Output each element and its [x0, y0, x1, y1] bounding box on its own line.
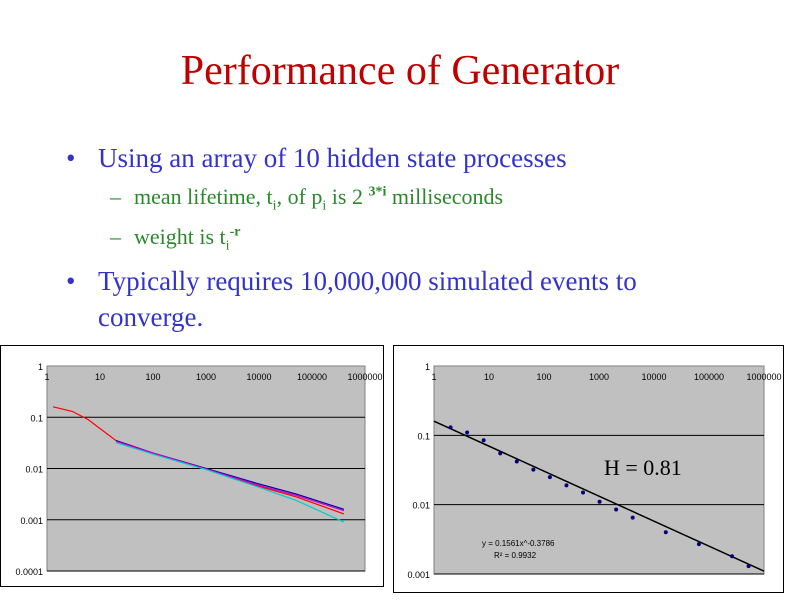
x-tick-label: 1000 [589, 372, 609, 382]
exponent: -r [229, 224, 241, 240]
trendline [433, 420, 765, 572]
data-point [597, 499, 602, 504]
subscript: i [272, 198, 277, 214]
x-tick-label: 1000000 [347, 372, 382, 382]
x-tick-label: 10000 [641, 372, 666, 382]
y-tick-label: 0.01 [412, 501, 430, 511]
x-tick-label: 100 [145, 372, 160, 382]
data-point [614, 507, 619, 512]
exponent: 3*i [368, 184, 387, 200]
data-point [448, 425, 453, 430]
line-chart-svg: 1 0.1 0.01 0.001 0.0001 1 10 100 1000 10000 100000… [15, 362, 382, 577]
y-tick-label: 1 [38, 362, 43, 372]
data-point [547, 475, 552, 480]
data-point [730, 554, 735, 559]
y-tick-label: 0.1 [30, 413, 43, 423]
subscript: i [225, 238, 230, 254]
data-point [630, 515, 635, 520]
bullet-text: Using an array of 10 hidden state proces… [98, 143, 567, 173]
subscript: i [322, 198, 327, 214]
data-point [465, 430, 470, 435]
subbullet-mean-lifetime: – mean lifetime, ti, of pi is 2 3*i milli… [110, 184, 503, 214]
bullet-text-continued: converge. [98, 302, 204, 332]
bullet-marker: • [66, 266, 76, 296]
data-point [514, 459, 519, 464]
data-point [581, 490, 586, 495]
bullet-hidden-states: • Using an array of 10 hidden state proce… [66, 140, 567, 176]
subbullet-dash: – [110, 224, 121, 249]
subbullet-text: milliseconds [386, 184, 504, 209]
subbullet-weight: – weight is ti-r [110, 224, 240, 254]
x-tick-label: 100000 [297, 372, 327, 382]
subbullet-text: is 2 [326, 184, 369, 209]
loglog-scatter-chart: 1 0.1 0.01 0.001 1 10 100 1000 10000 100000 100000… [393, 345, 784, 593]
slide-title: Performance of Generator [180, 48, 620, 94]
y-tick-label: 0.0001 [15, 567, 43, 577]
bullet-marker: • [66, 143, 76, 173]
bullet-text: Typically requires 10,000,000 simulated … [98, 266, 637, 296]
x-tick-label: 1000 [196, 372, 216, 382]
hurst-annotation: H = 0.81 [604, 455, 682, 480]
trend-r-squared: R² = 0.9932 [494, 551, 537, 560]
y-tick-label: 0.1 [417, 431, 430, 441]
data-point [498, 451, 503, 456]
subbullet-dash: – [110, 184, 121, 209]
data-point [481, 438, 486, 443]
x-tick-label: 100 [536, 372, 551, 382]
y-tick-label: 0.001 [407, 570, 430, 580]
x-tick-label: 10000 [246, 372, 271, 382]
y-tick-label: 0.001 [20, 516, 43, 526]
data-point [663, 530, 668, 535]
data-point [531, 467, 536, 472]
subbullet-text: , of p [276, 184, 323, 209]
subbullet-text: mean lifetime, t [134, 184, 273, 209]
subbullet-text: weight is t [134, 224, 226, 249]
data-point [746, 564, 751, 569]
y-tick-label: 0.01 [25, 465, 43, 475]
x-tick-label: 1 [44, 372, 49, 382]
bullet-events: • Typically requires 10,000,000 simulated… [66, 263, 766, 335]
x-tick-label: 1 [431, 372, 436, 382]
scatter-chart-svg: 1 0.1 0.01 0.001 1 10 100 1000 10000 100000 100000… [407, 362, 781, 580]
x-tick-label: 100000 [694, 372, 724, 382]
convergence-line-chart: 1 0.1 0.01 0.001 0.0001 1 10 100 1000 10000 100000… [0, 345, 384, 587]
x-tick-label: 10 [484, 372, 494, 382]
series-line-4 [115, 442, 345, 523]
plot-area [433, 365, 765, 575]
x-tick-label: 10 [95, 372, 105, 382]
trend-equation: y = 0.1561x^-0.3786 [482, 539, 555, 548]
y-tick-label: 1 [425, 362, 430, 372]
data-point [564, 483, 569, 488]
x-tick-label: 1000000 [746, 372, 781, 382]
data-point [696, 542, 701, 547]
series-line-3 [115, 440, 345, 512]
